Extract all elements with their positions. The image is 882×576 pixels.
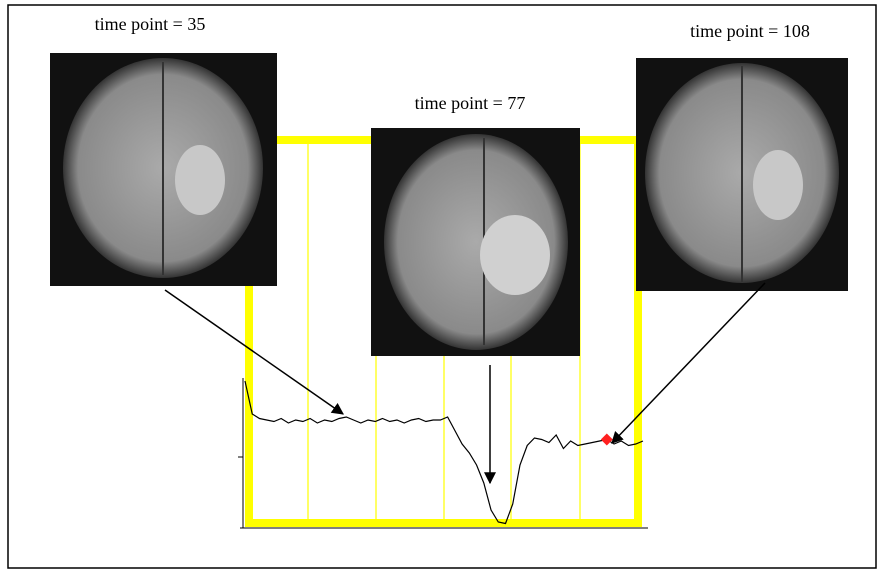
annotation: time point = 77 [415, 93, 526, 113]
mri-image [636, 58, 848, 291]
mri-image [371, 128, 580, 356]
figure: time point = 35 time point = 77 time poi… [0, 0, 882, 571]
annotation: time point = 108 [690, 21, 810, 41]
mri-image [50, 53, 277, 286]
marker [601, 434, 613, 446]
annotation: time point = 35 [95, 14, 206, 34]
